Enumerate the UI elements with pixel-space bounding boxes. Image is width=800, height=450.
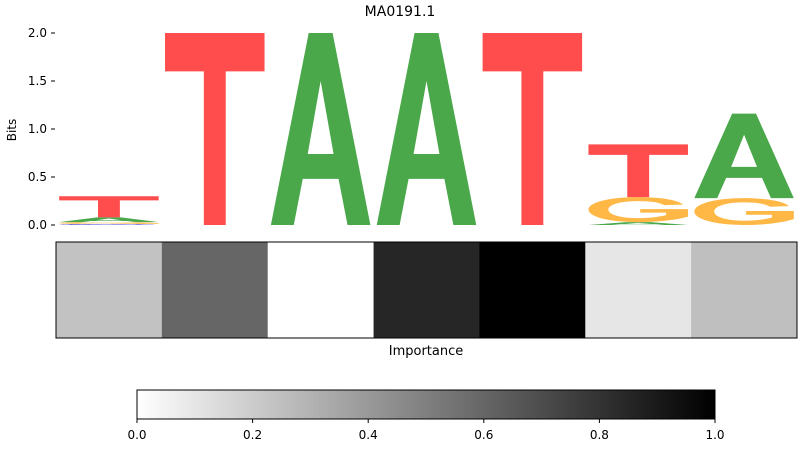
- logo-letter-a: [376, 33, 477, 225]
- logo-letter-g: [588, 197, 688, 223]
- logo-y-tick-label: 1.0: [28, 122, 47, 136]
- logo-letter-c: [59, 224, 157, 225]
- logo-letter-t: [588, 144, 688, 198]
- logo-y-axis-label: Bits: [5, 119, 19, 142]
- colorbar-tick-label: 0.4: [359, 428, 378, 442]
- importance-cell: [479, 242, 586, 338]
- logo-y-tick-label: 0.0: [28, 218, 47, 232]
- logo-letter-a: [59, 217, 159, 223]
- importance-panel: Importance: [55, 241, 798, 359]
- importance-cell: [161, 242, 269, 338]
- logo-letter-t: [482, 33, 583, 225]
- importance-x-label: Importance: [389, 344, 464, 359]
- colorbar-tick-label: 0.6: [474, 428, 493, 442]
- importance-cell: [373, 242, 480, 338]
- logo-title: MA0191.1: [365, 4, 436, 20]
- colorbar-tick-label: 0.0: [127, 428, 146, 442]
- importance-cell: [585, 242, 692, 338]
- logo-letter-t: [165, 33, 265, 225]
- colorbar-tick-label: 1.0: [705, 428, 724, 442]
- importance-heatmap: [56, 242, 798, 338]
- colorbar-tick-label: 0.2: [243, 428, 262, 442]
- logo-y-tick-label: 1.5: [28, 74, 47, 88]
- logo-letter-a: [694, 113, 794, 199]
- colorbar-tick-label: 0.8: [590, 428, 609, 442]
- logo-y-tick-label: 0.5: [28, 170, 47, 184]
- logo-letter-g: [694, 198, 794, 225]
- logo-letters: [59, 33, 794, 225]
- logo-y-tick-label: 2.0: [28, 26, 47, 40]
- importance-cell: [691, 242, 798, 338]
- importance-heatmap-frame: [55, 241, 798, 339]
- logo-letter-a: [588, 222, 688, 225]
- logo-y-axis: 0.0 0.5 1.0 1.5 2.0: [28, 26, 55, 232]
- importance-cell: [267, 242, 375, 338]
- colorbar-ticks: 0.0 0.2 0.4 0.6 0.8 1.0: [127, 419, 725, 442]
- colorbar-panel: 0.0 0.2 0.4 0.6 0.8 1.0: [127, 389, 725, 442]
- importance-cell: [56, 242, 163, 338]
- logo-letter-g: [59, 222, 159, 225]
- logo-letter-a: [270, 33, 371, 225]
- logo-panel: MA0191.1 Bits 0.0 0.5 1.0 1.5 2.0: [5, 4, 794, 232]
- colorbar: [136, 389, 716, 420]
- logo-letter-t: [59, 196, 159, 218]
